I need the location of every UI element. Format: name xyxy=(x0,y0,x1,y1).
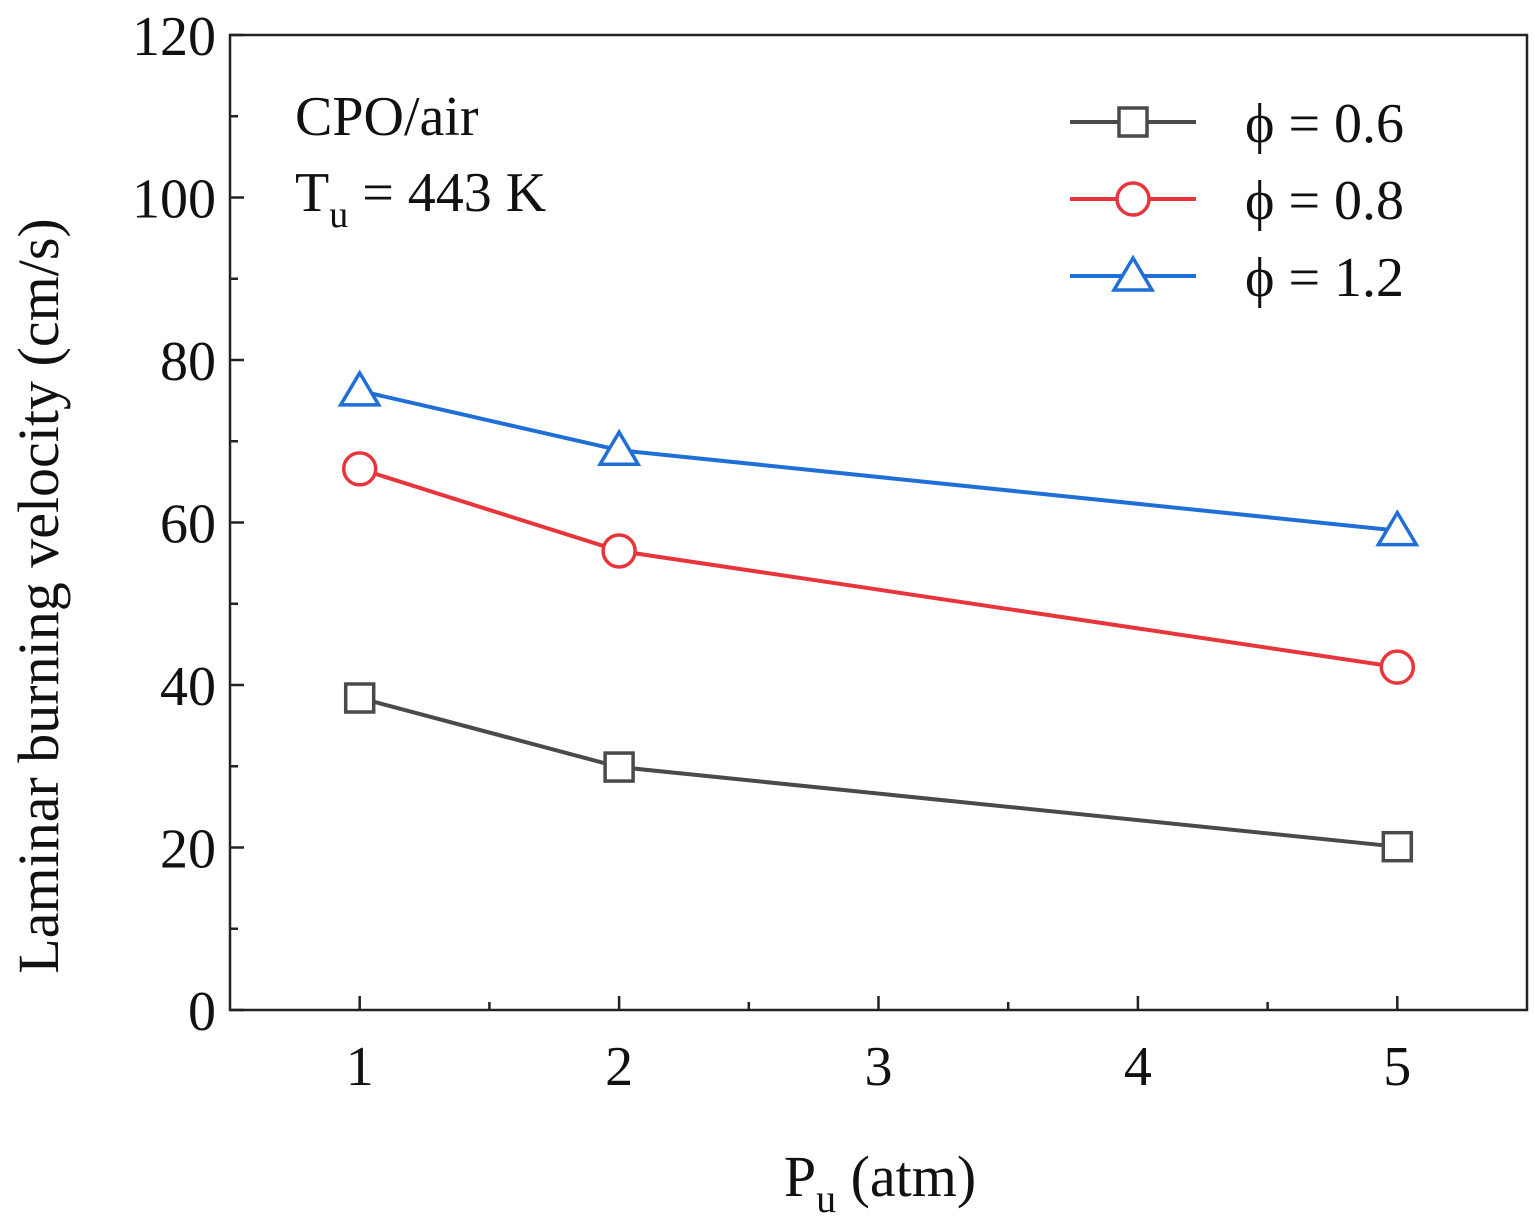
marker xyxy=(601,533,637,569)
series-line xyxy=(359,388,1398,533)
marker xyxy=(1110,254,1156,292)
y-tick-label: 120 xyxy=(132,6,216,68)
marker xyxy=(341,451,378,487)
x-tick-label: 5 xyxy=(1383,1036,1411,1098)
marker xyxy=(343,682,376,714)
legend-label: ϕ = 0.6 xyxy=(1245,93,1404,155)
x-tick-label: 3 xyxy=(865,1036,893,1098)
annotation-rest: = 443 K xyxy=(348,162,546,224)
x-tick-label: 4 xyxy=(1124,1036,1152,1098)
x-axis-label-sub: u xyxy=(816,1176,836,1221)
marker xyxy=(603,751,635,783)
y-tick-label: 100 xyxy=(132,169,216,231)
x-tick-label: 1 xyxy=(346,1036,374,1098)
marker xyxy=(1375,509,1420,547)
annotation-sub: u xyxy=(329,194,348,236)
annotation-text: CPO/air xyxy=(295,86,479,148)
marker xyxy=(1379,649,1416,685)
annotation-main: T xyxy=(295,162,329,224)
marker xyxy=(1117,106,1149,138)
y-tick-label: 60 xyxy=(160,494,216,556)
y-tick-label: 0 xyxy=(188,981,216,1043)
y-tick-label: 80 xyxy=(160,331,216,393)
legend-label: ϕ = 1.2 xyxy=(1245,247,1404,309)
series-line xyxy=(359,696,1398,849)
x-tick-label: 2 xyxy=(605,1036,633,1098)
x-axis-label: Pu (atm) xyxy=(784,1144,976,1221)
annotation: Tu = 443 K xyxy=(295,162,546,236)
y-tick-label: 40 xyxy=(160,656,216,718)
y-axis-label: Laminar burning velocity (cm/s) xyxy=(6,218,71,973)
marker xyxy=(1115,181,1151,217)
marker xyxy=(597,428,642,466)
marker xyxy=(337,369,382,407)
annotation: CPO/air xyxy=(295,86,479,148)
marker xyxy=(1381,830,1414,863)
x-axis-label-main: P xyxy=(784,1144,816,1209)
y-tick-label: 20 xyxy=(160,819,216,881)
legend-label: ϕ = 0.8 xyxy=(1245,170,1404,232)
series-line xyxy=(359,466,1398,670)
x-axis-label-rest: (atm) xyxy=(836,1144,976,1209)
